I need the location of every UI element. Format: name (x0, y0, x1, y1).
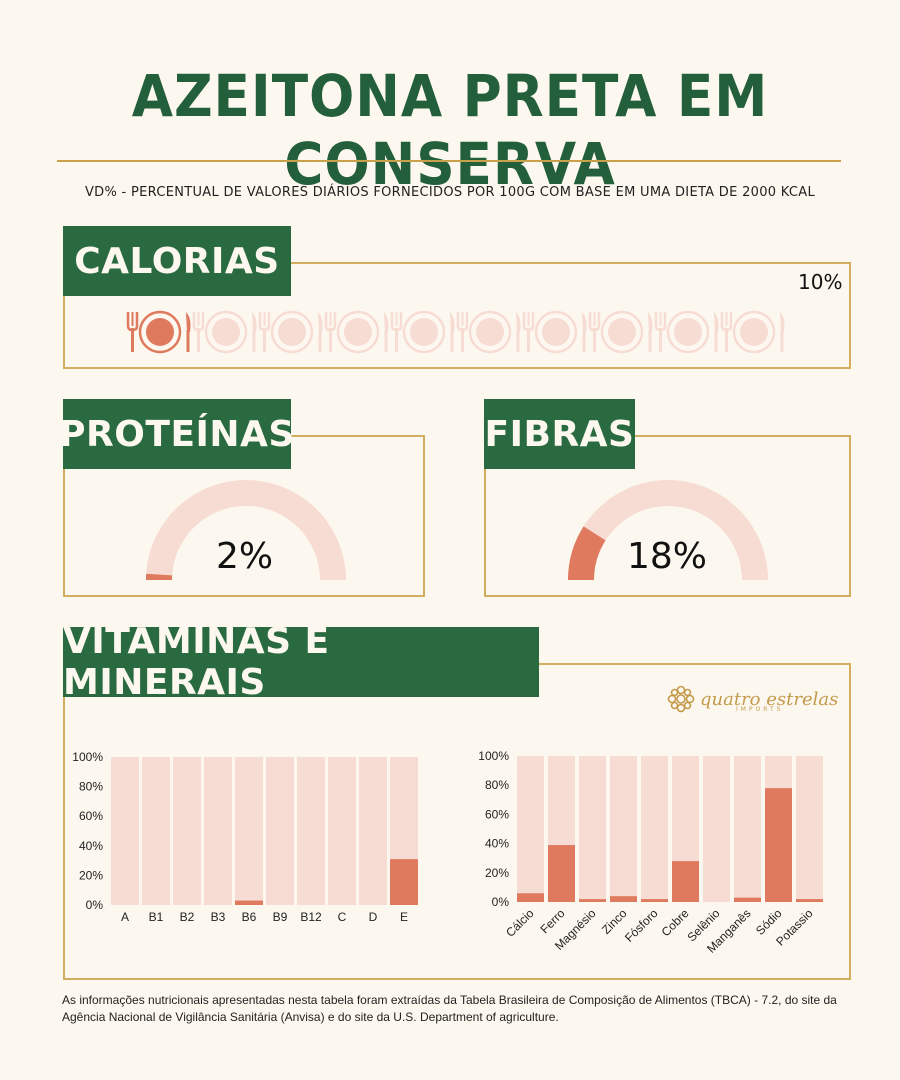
brand-logo: quatro estrelas IMPORTS (666, 684, 838, 714)
x-tick-label: Cálcio (503, 906, 537, 940)
plate-fork-knife-icon (588, 310, 653, 354)
plate-fork-knife-icon (654, 310, 719, 354)
y-tick-label: 80% (485, 778, 509, 792)
title-divider (57, 160, 841, 162)
x-tick-label: Fósforo (622, 906, 661, 945)
plate-fork-knife-icon (192, 310, 257, 354)
bar-background (641, 756, 668, 902)
y-tick-label: 20% (79, 868, 103, 882)
bar-background (266, 757, 294, 905)
y-tick-label: 60% (79, 809, 103, 823)
x-tick-label: D (369, 910, 378, 924)
proteinas-gauge-fill (146, 573, 173, 580)
page-title: AZEITONA PRETA EM CONSERVA (131, 62, 769, 198)
bar-background (359, 757, 387, 905)
bar (765, 788, 792, 902)
x-tick-label: B1 (149, 910, 164, 924)
bar (734, 897, 761, 902)
calorias-plate-icons (126, 310, 785, 354)
x-tick-label: B3 (211, 910, 226, 924)
bar (548, 845, 575, 902)
bar-background (173, 757, 201, 905)
brand-name: quatro estrelas (700, 688, 839, 710)
y-tick-label: 40% (485, 837, 509, 851)
plate-fork-knife-icon (720, 310, 785, 354)
bar-background (517, 756, 544, 902)
x-tick-label: B2 (180, 910, 195, 924)
plate-fork-knife-icon (126, 310, 191, 354)
page-subtitle: VD% - PERCENTUAL DE VALORES DIÁRIOS FORN… (84, 185, 816, 200)
bar-background (734, 756, 761, 902)
bar (390, 859, 418, 905)
y-tick-label: 100% (72, 750, 103, 764)
x-tick-label: B6 (242, 910, 257, 924)
x-tick-label: B9 (273, 910, 288, 924)
mandala-icon (667, 685, 695, 713)
y-tick-label: 40% (79, 839, 103, 853)
y-tick-label: 100% (478, 749, 509, 763)
plate-fork-knife-icon (324, 310, 389, 354)
y-tick-label: 0% (86, 898, 104, 912)
bar-background (111, 757, 139, 905)
fibras-panel (484, 435, 851, 597)
plate-fork-knife-icon (258, 310, 323, 354)
fibras-gauge (568, 480, 768, 580)
bar (672, 861, 699, 902)
fibras-gauge-fill (568, 526, 606, 580)
x-tick-label: B12 (300, 910, 322, 924)
plate-fork-knife-icon (522, 310, 587, 354)
proteinas-gauge (146, 480, 346, 580)
bar-background (297, 757, 325, 905)
calorias-label: CALORIAS (63, 226, 291, 296)
bar-background (610, 756, 637, 902)
bar-background (703, 756, 730, 902)
bar-background (328, 757, 356, 905)
bar (796, 899, 823, 902)
fibras-label: FIBRAS (484, 399, 635, 469)
fibras-percent: 18% (627, 536, 708, 577)
x-tick-label: E (400, 910, 408, 924)
calorias-panel (63, 262, 851, 369)
x-tick-label: A (121, 910, 129, 924)
plate-fork-knife-icon (456, 310, 521, 354)
vitaminas-label: VITAMINAS E MINERAIS (63, 621, 539, 703)
bar-background (142, 757, 170, 905)
bar (641, 899, 668, 902)
proteinas-gauge-track (146, 480, 346, 580)
vitamins-bar-chart: 0% 20% 40% 60% 80% 100% A B1 B2 B3 B6 B9 B12 C D E (72, 750, 418, 924)
x-tick-label: C (338, 910, 347, 924)
calorias-percent: 10% (798, 270, 843, 294)
bar-background (235, 757, 263, 905)
y-tick-label: 0% (492, 895, 510, 909)
bar (235, 900, 263, 905)
bar (579, 899, 606, 902)
bar-background (579, 756, 606, 902)
bar-background (796, 756, 823, 902)
y-tick-label: 80% (79, 780, 103, 794)
brand-tagline: IMPORTS (736, 706, 784, 713)
y-tick-label: 20% (485, 866, 509, 880)
proteinas-label: PROTEÍNAS (59, 399, 294, 469)
y-tick-label: 60% (485, 807, 509, 821)
plate-fork-knife-icon (390, 310, 455, 354)
source-footnote: As informações nutricionais apresentadas… (62, 993, 837, 1024)
fibras-gauge-track (568, 480, 768, 580)
proteinas-percent: 2% (216, 536, 274, 577)
bar (517, 893, 544, 902)
bar-background (204, 757, 232, 905)
bar (610, 896, 637, 902)
